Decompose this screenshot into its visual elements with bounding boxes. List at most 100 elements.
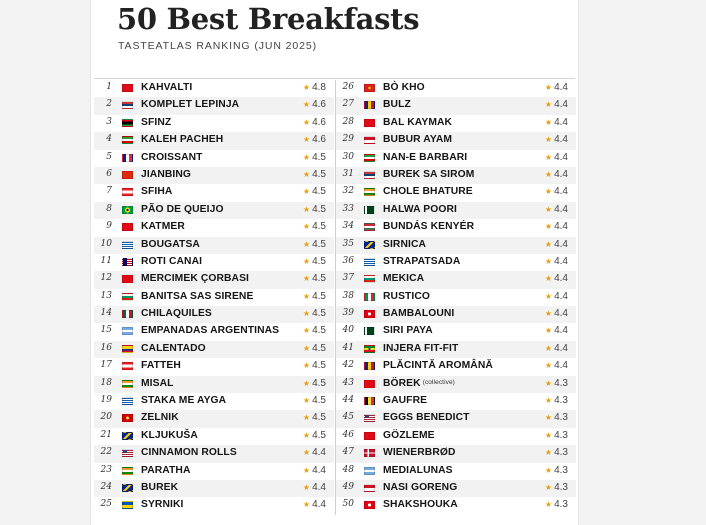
flag-tunisia-icon <box>364 501 375 510</box>
dish-name-text: MISAL <box>141 377 174 389</box>
rating: ★ 4.6 <box>303 99 326 110</box>
rank-number: 2 <box>106 99 112 110</box>
flag-usa-icon <box>122 449 133 458</box>
rank-number: 6 <box>106 168 112 179</box>
star-icon: ★ <box>544 361 553 371</box>
rating-value: 4.5 <box>312 290 326 302</box>
rating: ★ 4.3 <box>545 499 568 510</box>
dish-name-text: KATMER <box>141 221 185 233</box>
star-icon: ★ <box>544 83 553 92</box>
rating-value: 4.5 <box>312 186 326 198</box>
dish-name: GÖZLEME <box>383 430 435 441</box>
rank-number: 50 <box>342 499 354 510</box>
dish-name: BUNDÁS KENYÉR <box>383 221 474 232</box>
flag-indonesia-icon <box>364 483 375 492</box>
star-icon: ★ <box>302 482 311 492</box>
rating: ★ 4.4 <box>545 343 568 354</box>
rating: ★ 4.4 <box>545 308 568 319</box>
ranking-row: 32 CHOLE BHATURE ★ 4.4 <box>336 184 576 201</box>
rank-number: 43 <box>342 377 354 388</box>
dish-name-text: SFINZ <box>141 116 172 128</box>
star-icon: ★ <box>544 326 553 336</box>
star-icon: ★ <box>544 413 553 423</box>
star-icon: ★ <box>544 500 553 510</box>
rating-value: 4.5 <box>312 412 326 424</box>
rating: ★ 4.4 <box>545 221 568 232</box>
dish-name: MISAL <box>141 378 174 389</box>
rating: ★ 4.3 <box>545 378 568 389</box>
ranking-row: 19 STAKA ME AYGA ★ 4.5 <box>94 393 334 410</box>
rating-value: 4.4 <box>312 447 326 459</box>
rating-value: 4.6 <box>312 116 326 128</box>
ranking-row: 10 BOUGATSA ★ 4.5 <box>94 236 334 254</box>
dish-name: RUSTICO <box>383 291 430 302</box>
flag-pakistan-icon <box>364 327 375 336</box>
dish-name: CALENTADO <box>141 343 206 354</box>
rank-number: 38 <box>342 290 354 301</box>
flag-romania-icon <box>364 101 375 110</box>
dish-name-text: FATTEH <box>141 360 181 372</box>
ranking-row: 22 CINNAMON ROLLS ★ 4.4 <box>94 445 334 463</box>
rank-number: 29 <box>342 134 354 145</box>
dish-name-text: GÖZLEME <box>383 429 435 441</box>
rating: ★ 4.6 <box>303 134 326 145</box>
dish-name-text: BANITSA SAS SIRENE <box>141 290 254 302</box>
rank-number: 46 <box>342 429 354 440</box>
rating-value: 4.5 <box>312 308 326 320</box>
rank-number: 8 <box>106 203 112 214</box>
star-icon: ★ <box>544 430 553 440</box>
flag-turkey-icon <box>364 118 375 127</box>
dish-name-text: STAKA ME AYGA <box>141 395 227 407</box>
ranking-row: 8 PÃO DE QUEIJO ★ 4.5 <box>94 201 334 220</box>
flag-turkey-icon <box>122 84 133 92</box>
ranking-row: 5 CROISSANT ★ 4.5 <box>94 150 334 167</box>
ranking-row: 1 KAHVALTI ★ 4.8 <box>94 80 334 97</box>
ranking-column-right: 26 BÒ KHO ★ 4.4 27 BULZ ★ 4.4 28 BAL KAYMAK ★ 4.4 29… <box>335 80 576 515</box>
dish-name: BÒ KHO <box>383 82 425 93</box>
rank-number: 37 <box>342 273 354 284</box>
rating: ★ 4.5 <box>303 186 326 197</box>
dish-name-text: WIENERBRØD <box>383 447 456 459</box>
flag-india-icon <box>122 466 133 475</box>
rating-value: 4.4 <box>554 151 568 163</box>
rating-value: 4.5 <box>312 395 326 407</box>
dish-name-text: PARATHA <box>141 464 191 476</box>
rating-value: 4.4 <box>554 134 568 146</box>
rating-value: 4.5 <box>312 238 326 250</box>
flag-bosnia-icon <box>122 483 133 492</box>
dish-name: BÖREK (collective) <box>383 378 455 389</box>
flag-denmark-icon <box>364 449 375 458</box>
dish-name: PARATHA <box>141 465 191 476</box>
flag-iran-icon <box>364 153 375 162</box>
rank-number: 39 <box>342 308 354 319</box>
rating: ★ 4.5 <box>303 152 326 163</box>
rank-number: 15 <box>100 325 112 336</box>
flag-serbia-icon <box>122 101 133 110</box>
dish-name: ZELNIK <box>141 412 179 423</box>
star-icon: ★ <box>544 396 553 406</box>
rank-number: 12 <box>100 273 112 284</box>
rating-value: 4.3 <box>554 429 568 441</box>
rating: ★ 4.5 <box>303 325 326 336</box>
star-icon: ★ <box>302 274 311 284</box>
rank-number: 10 <box>100 238 112 249</box>
dish-name: CHILAQUILES <box>141 308 212 319</box>
dish-name: JIANBING <box>141 169 191 180</box>
dish-name-text: NASI GORENG <box>383 481 458 493</box>
dish-name-text: SYRNIKI <box>141 499 184 511</box>
dish-name: SFIHA <box>141 186 172 197</box>
star-icon: ★ <box>544 187 553 197</box>
rating: ★ 4.3 <box>545 447 568 458</box>
dish-name-text: CINNAMON ROLLS <box>141 447 237 459</box>
rating: ★ 4.5 <box>303 343 326 354</box>
rating: ★ 4.5 <box>303 430 326 441</box>
dish-name: KATMER <box>141 221 185 232</box>
ranking-row: 44 GAUFRE ★ 4.3 <box>336 393 576 410</box>
star-icon: ★ <box>544 343 553 353</box>
rating-value: 4.4 <box>554 273 568 285</box>
rating-value: 4.4 <box>554 342 568 354</box>
star-icon: ★ <box>302 413 311 423</box>
flag-lebanon-icon <box>122 362 133 371</box>
flag-colombia-icon <box>122 344 133 353</box>
ranking-row: 9 KATMER ★ 4.5 <box>94 219 334 236</box>
